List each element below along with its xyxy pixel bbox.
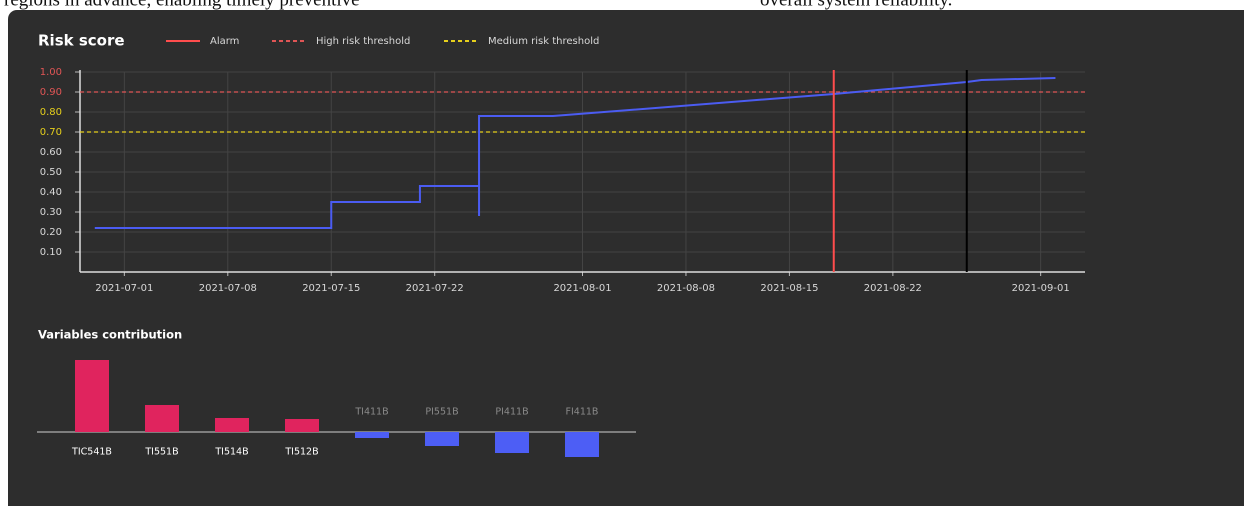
y-tick-label: 0.80: [40, 107, 62, 118]
x-tick-label: 2021-07-08: [199, 283, 257, 294]
x-tick-label: 2021-07-22: [406, 283, 464, 294]
bar: [285, 419, 319, 432]
bar-label: TI512B: [284, 447, 318, 458]
bar: [145, 405, 179, 432]
x-tick-label: 2021-07-01: [95, 283, 153, 294]
y-tick-label: 0.30: [40, 207, 62, 218]
y-tick-label: 0.50: [40, 167, 62, 178]
bar: [215, 418, 249, 432]
bar: [565, 432, 599, 457]
y-tick-label: 0.10: [40, 247, 62, 258]
paper-text: overall system reliability.: [760, 0, 952, 10]
bar: [75, 360, 109, 432]
bar-label: PI551B: [425, 407, 458, 418]
y-tick-label: 0.90: [40, 87, 62, 98]
bar-label: TI514B: [214, 447, 248, 458]
bar-label: TI551B: [144, 447, 178, 458]
x-tick-label: 2021-07-15: [302, 283, 360, 294]
x-tick-label: 2021-08-15: [760, 283, 818, 294]
x-tick-label: 2021-08-08: [657, 283, 715, 294]
y-tick-label: 0.40: [40, 187, 62, 198]
paper-text: regions in advance, enabling timely prev…: [4, 0, 360, 10]
y-tick-label: 1.00: [40, 67, 62, 78]
bar-label: PI411B: [495, 407, 528, 418]
bar: [425, 432, 459, 446]
legend-label: Alarm: [210, 36, 239, 47]
bar: [495, 432, 529, 453]
y-tick-label: 0.60: [40, 147, 62, 158]
legend-label: High risk threshold: [316, 36, 410, 47]
legend-label: Medium risk threshold: [488, 36, 599, 47]
bar-label: FI411B: [566, 407, 599, 418]
y-tick-label: 0.70: [40, 127, 62, 138]
x-tick-label: 2021-08-01: [553, 283, 611, 294]
bar-label: TIC541B: [71, 447, 112, 458]
panel: [8, 10, 1244, 506]
x-tick-label: 2021-09-01: [1012, 283, 1070, 294]
x-tick-label: 2021-08-22: [864, 283, 922, 294]
y-tick-label: 0.20: [40, 227, 62, 238]
chart-title: Variables contribution: [38, 328, 182, 342]
bar-label: TI411B: [354, 407, 388, 418]
bar: [355, 432, 389, 438]
chart-title: Risk score: [38, 32, 125, 50]
